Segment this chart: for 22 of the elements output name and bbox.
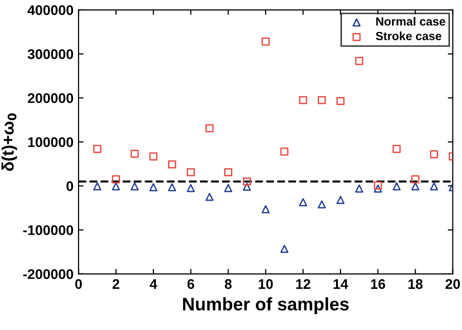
y-tick-label: -100000 xyxy=(23,225,74,236)
x-tick-label: 6 xyxy=(187,279,194,289)
x-tick-label: 10 xyxy=(258,279,273,289)
legend-label: Normal case xyxy=(376,16,446,26)
y-tick-label: 300000 xyxy=(28,49,74,60)
x-tick-label: 16 xyxy=(371,279,386,289)
x-tick-label: 14 xyxy=(334,279,348,289)
x-tick-label: 0 xyxy=(75,279,82,289)
x-tick-label: 8 xyxy=(224,279,232,289)
y-tick-label: -200000 xyxy=(23,269,74,280)
x-tick-label: 12 xyxy=(296,279,310,289)
y-tick-label: 400000 xyxy=(28,5,74,16)
x-tick-label: 2 xyxy=(112,279,120,289)
x-tick-label: 18 xyxy=(408,279,423,289)
y-tick-label: 0 xyxy=(66,181,74,192)
y-tick-label: 200000 xyxy=(28,93,74,104)
y-tick-label: 100000 xyxy=(28,137,74,148)
x-tick-label: 20 xyxy=(446,279,460,289)
legend-label: Stroke case xyxy=(376,32,442,40)
x-axis-title: Number of samples xyxy=(183,297,349,314)
x-tick-label: 4 xyxy=(150,279,158,289)
y-axis-title: δ(t)+ω$_{0}$ xyxy=(1,113,18,171)
